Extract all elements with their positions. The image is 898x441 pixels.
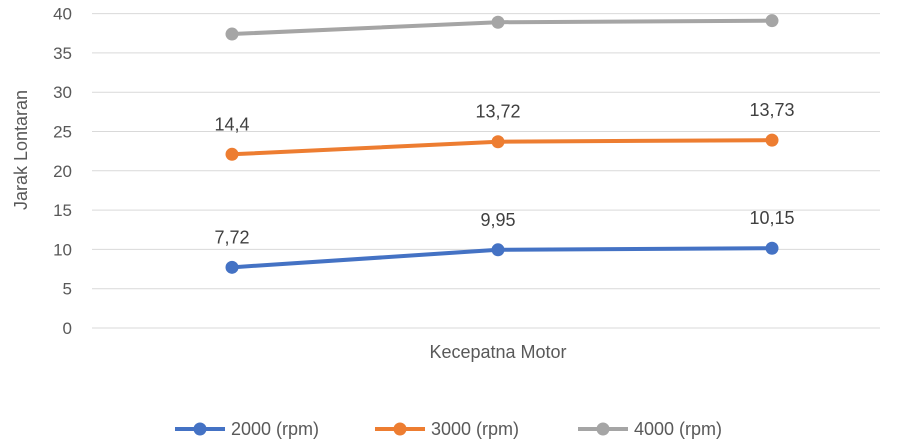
legend-swatch-marker-1 bbox=[193, 422, 207, 436]
data-point-3-1 bbox=[225, 27, 239, 41]
x-axis-title: Kecepatna Motor bbox=[429, 342, 566, 362]
data-label-2-2: 13,72 bbox=[475, 102, 520, 122]
data-point-1-2 bbox=[491, 243, 505, 257]
y-tick-label-0: 0 bbox=[63, 319, 72, 338]
legend: 2000 (rpm) 3000 (rpm) 4000 (rpm) bbox=[175, 419, 722, 439]
data-point-3-3 bbox=[765, 14, 779, 28]
y-tick-label-30: 30 bbox=[53, 83, 72, 102]
legend-item-3: 4000 (rpm) bbox=[578, 419, 722, 439]
data-point-1-1 bbox=[225, 260, 239, 274]
y-axis-ticks: 0 5 10 15 20 25 30 35 40 bbox=[53, 5, 72, 338]
data-point-2-3 bbox=[765, 133, 779, 147]
data-point-1-3 bbox=[765, 241, 779, 255]
y-tick-label-20: 20 bbox=[53, 162, 72, 181]
legend-label-2: 3000 (rpm) bbox=[431, 419, 519, 439]
legend-item-2: 3000 (rpm) bbox=[375, 419, 519, 439]
y-tick-label-5: 5 bbox=[63, 280, 72, 299]
data-label-1-2: 9,95 bbox=[480, 210, 515, 230]
legend-label-3: 4000 (rpm) bbox=[634, 419, 722, 439]
series-3 bbox=[225, 14, 779, 41]
legend-swatch-marker-2 bbox=[393, 422, 407, 436]
series-2: 14,4 13,72 13,73 bbox=[214, 100, 795, 161]
gridlines bbox=[92, 13, 880, 329]
legend-item-1: 2000 (rpm) bbox=[175, 419, 319, 439]
legend-swatch-marker-3 bbox=[596, 422, 610, 436]
y-tick-label-40: 40 bbox=[53, 5, 72, 24]
data-point-2-1 bbox=[225, 147, 239, 161]
series-group: 7,72 9,95 10,15 14,4 13,72 13,73 bbox=[214, 14, 795, 274]
y-axis-title: Jarak Lontaran bbox=[11, 90, 31, 210]
y-tick-label-10: 10 bbox=[53, 240, 72, 259]
data-label-2-3: 13,73 bbox=[749, 100, 794, 120]
y-tick-label-15: 15 bbox=[53, 201, 72, 220]
legend-label-1: 2000 (rpm) bbox=[231, 419, 319, 439]
data-label-1-1: 7,72 bbox=[214, 227, 249, 247]
y-tick-label-35: 35 bbox=[53, 44, 72, 63]
data-label-2-1: 14,4 bbox=[214, 114, 249, 134]
data-label-1-3: 10,15 bbox=[749, 208, 794, 228]
y-tick-label-25: 25 bbox=[53, 123, 72, 142]
series-1: 7,72 9,95 10,15 bbox=[214, 208, 795, 274]
data-point-2-2 bbox=[491, 135, 505, 149]
data-point-3-2 bbox=[491, 15, 505, 29]
